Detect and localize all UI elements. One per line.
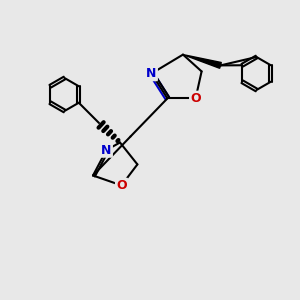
Text: O: O	[116, 179, 127, 192]
Text: N: N	[101, 143, 112, 157]
Text: O: O	[190, 92, 201, 105]
Text: N: N	[146, 67, 157, 80]
Polygon shape	[183, 55, 221, 68]
